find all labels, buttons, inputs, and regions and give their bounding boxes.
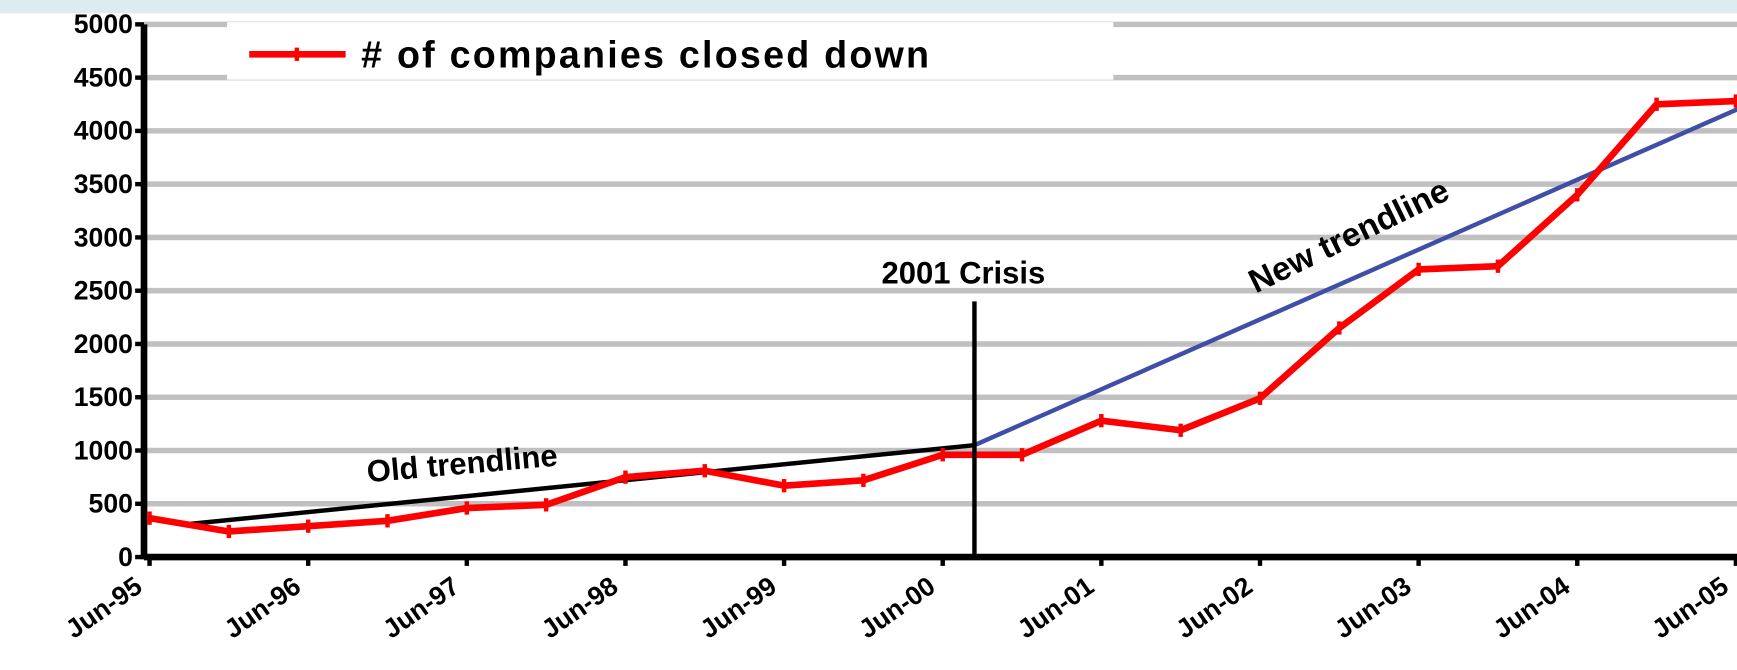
x-tick-label: Jun-05 [1646,570,1734,644]
legend-label: # of companies closed down [361,34,931,76]
x-tick-label: Jun-95 [60,570,148,644]
x-tick-label: Jun-01 [1012,570,1100,644]
y-tick-label: 1500 [74,382,133,412]
trendline [188,442,975,527]
y-tick-label: 4500 [74,62,133,92]
x-tick-label: Jun-03 [1329,571,1416,645]
y-tick-label: 2500 [74,276,133,306]
y-tick-label: 3500 [74,169,133,199]
y-tick-label: 3000 [74,222,133,252]
x-tick-label: Jun-98 [536,571,623,645]
y-tick-label: 0 [118,542,133,572]
y-tick-label: 2000 [74,329,133,359]
y-tick-label: 4000 [74,116,133,146]
annotation: 2001 Crisis [881,256,1045,291]
y-tick-label: 500 [89,489,133,519]
header-band [0,0,1737,14]
y-tick-label: 5000 [74,9,133,39]
x-tick-label: Jun-99 [695,571,782,645]
x-tick-label: Jun-00 [853,571,940,645]
x-tick-label: Jun-97 [377,571,464,645]
x-tick-label: Jun-04 [1488,570,1576,644]
x-tick-label: Jun-02 [1170,571,1257,645]
legend-box [227,22,1114,80]
x-tick-label: Jun-96 [219,571,306,645]
y-tick-label: 1000 [74,435,133,465]
trendline-label: Old trendline [365,438,559,490]
trendline [973,106,1737,448]
